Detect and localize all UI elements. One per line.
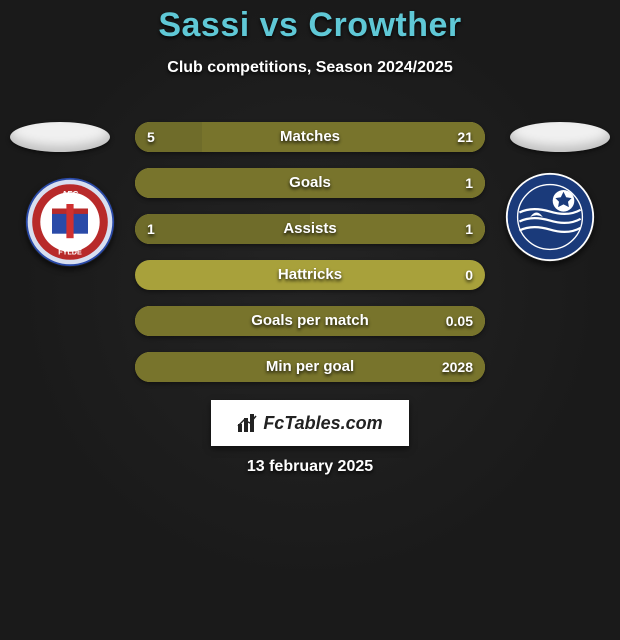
stat-label: Hattricks (135, 260, 485, 290)
svg-text:AFC: AFC (62, 190, 79, 199)
stat-row: Assists1 1 (135, 214, 485, 244)
bars-icon (237, 414, 259, 432)
stat-value-right: 2028 (442, 352, 473, 382)
stat-row: Matches5 21 (135, 122, 485, 152)
stat-row: Hattricks0 (135, 260, 485, 290)
player-avatar-left (10, 122, 110, 152)
shield-icon (505, 172, 595, 262)
stat-value-right: 1 (465, 214, 473, 244)
stat-value-left: 5 (147, 122, 155, 152)
brand-badge: FcTables.com (211, 400, 409, 446)
stat-value-right: 21 (457, 122, 473, 152)
stat-label: Assists (135, 214, 485, 244)
player-avatar-right (510, 122, 610, 152)
shield-icon: AFC FYLDE (25, 177, 115, 267)
stat-value-right: 0 (465, 260, 473, 290)
club-crest-left: AFC FYLDE (25, 177, 115, 267)
stat-row: Goals1 (135, 168, 485, 198)
stats-panel: Matches521Goals1Assists11Hattricks0Goals… (135, 122, 485, 398)
stat-row: Goals per match0.05 (135, 306, 485, 336)
root-container: Sassi vs Crowther Club competitions, Sea… (0, 0, 620, 580)
page-title: Sassi vs Crowther (0, 6, 620, 45)
svg-text:FYLDE: FYLDE (58, 247, 82, 256)
page-subtitle: Club competitions, Season 2024/2025 (0, 59, 620, 77)
stat-label: Goals per match (135, 306, 485, 336)
date-label: 13 february 2025 (0, 458, 620, 476)
stat-value-left: 1 (147, 214, 155, 244)
stat-label: Min per goal (135, 352, 485, 382)
stat-label: Goals (135, 168, 485, 198)
stat-value-right: 1 (465, 168, 473, 198)
stat-row: Min per goal2028 (135, 352, 485, 382)
brand-label: FcTables.com (237, 413, 382, 434)
stat-label: Matches (135, 122, 485, 152)
stat-value-right: 0.05 (446, 306, 473, 336)
club-crest-right (505, 172, 595, 262)
